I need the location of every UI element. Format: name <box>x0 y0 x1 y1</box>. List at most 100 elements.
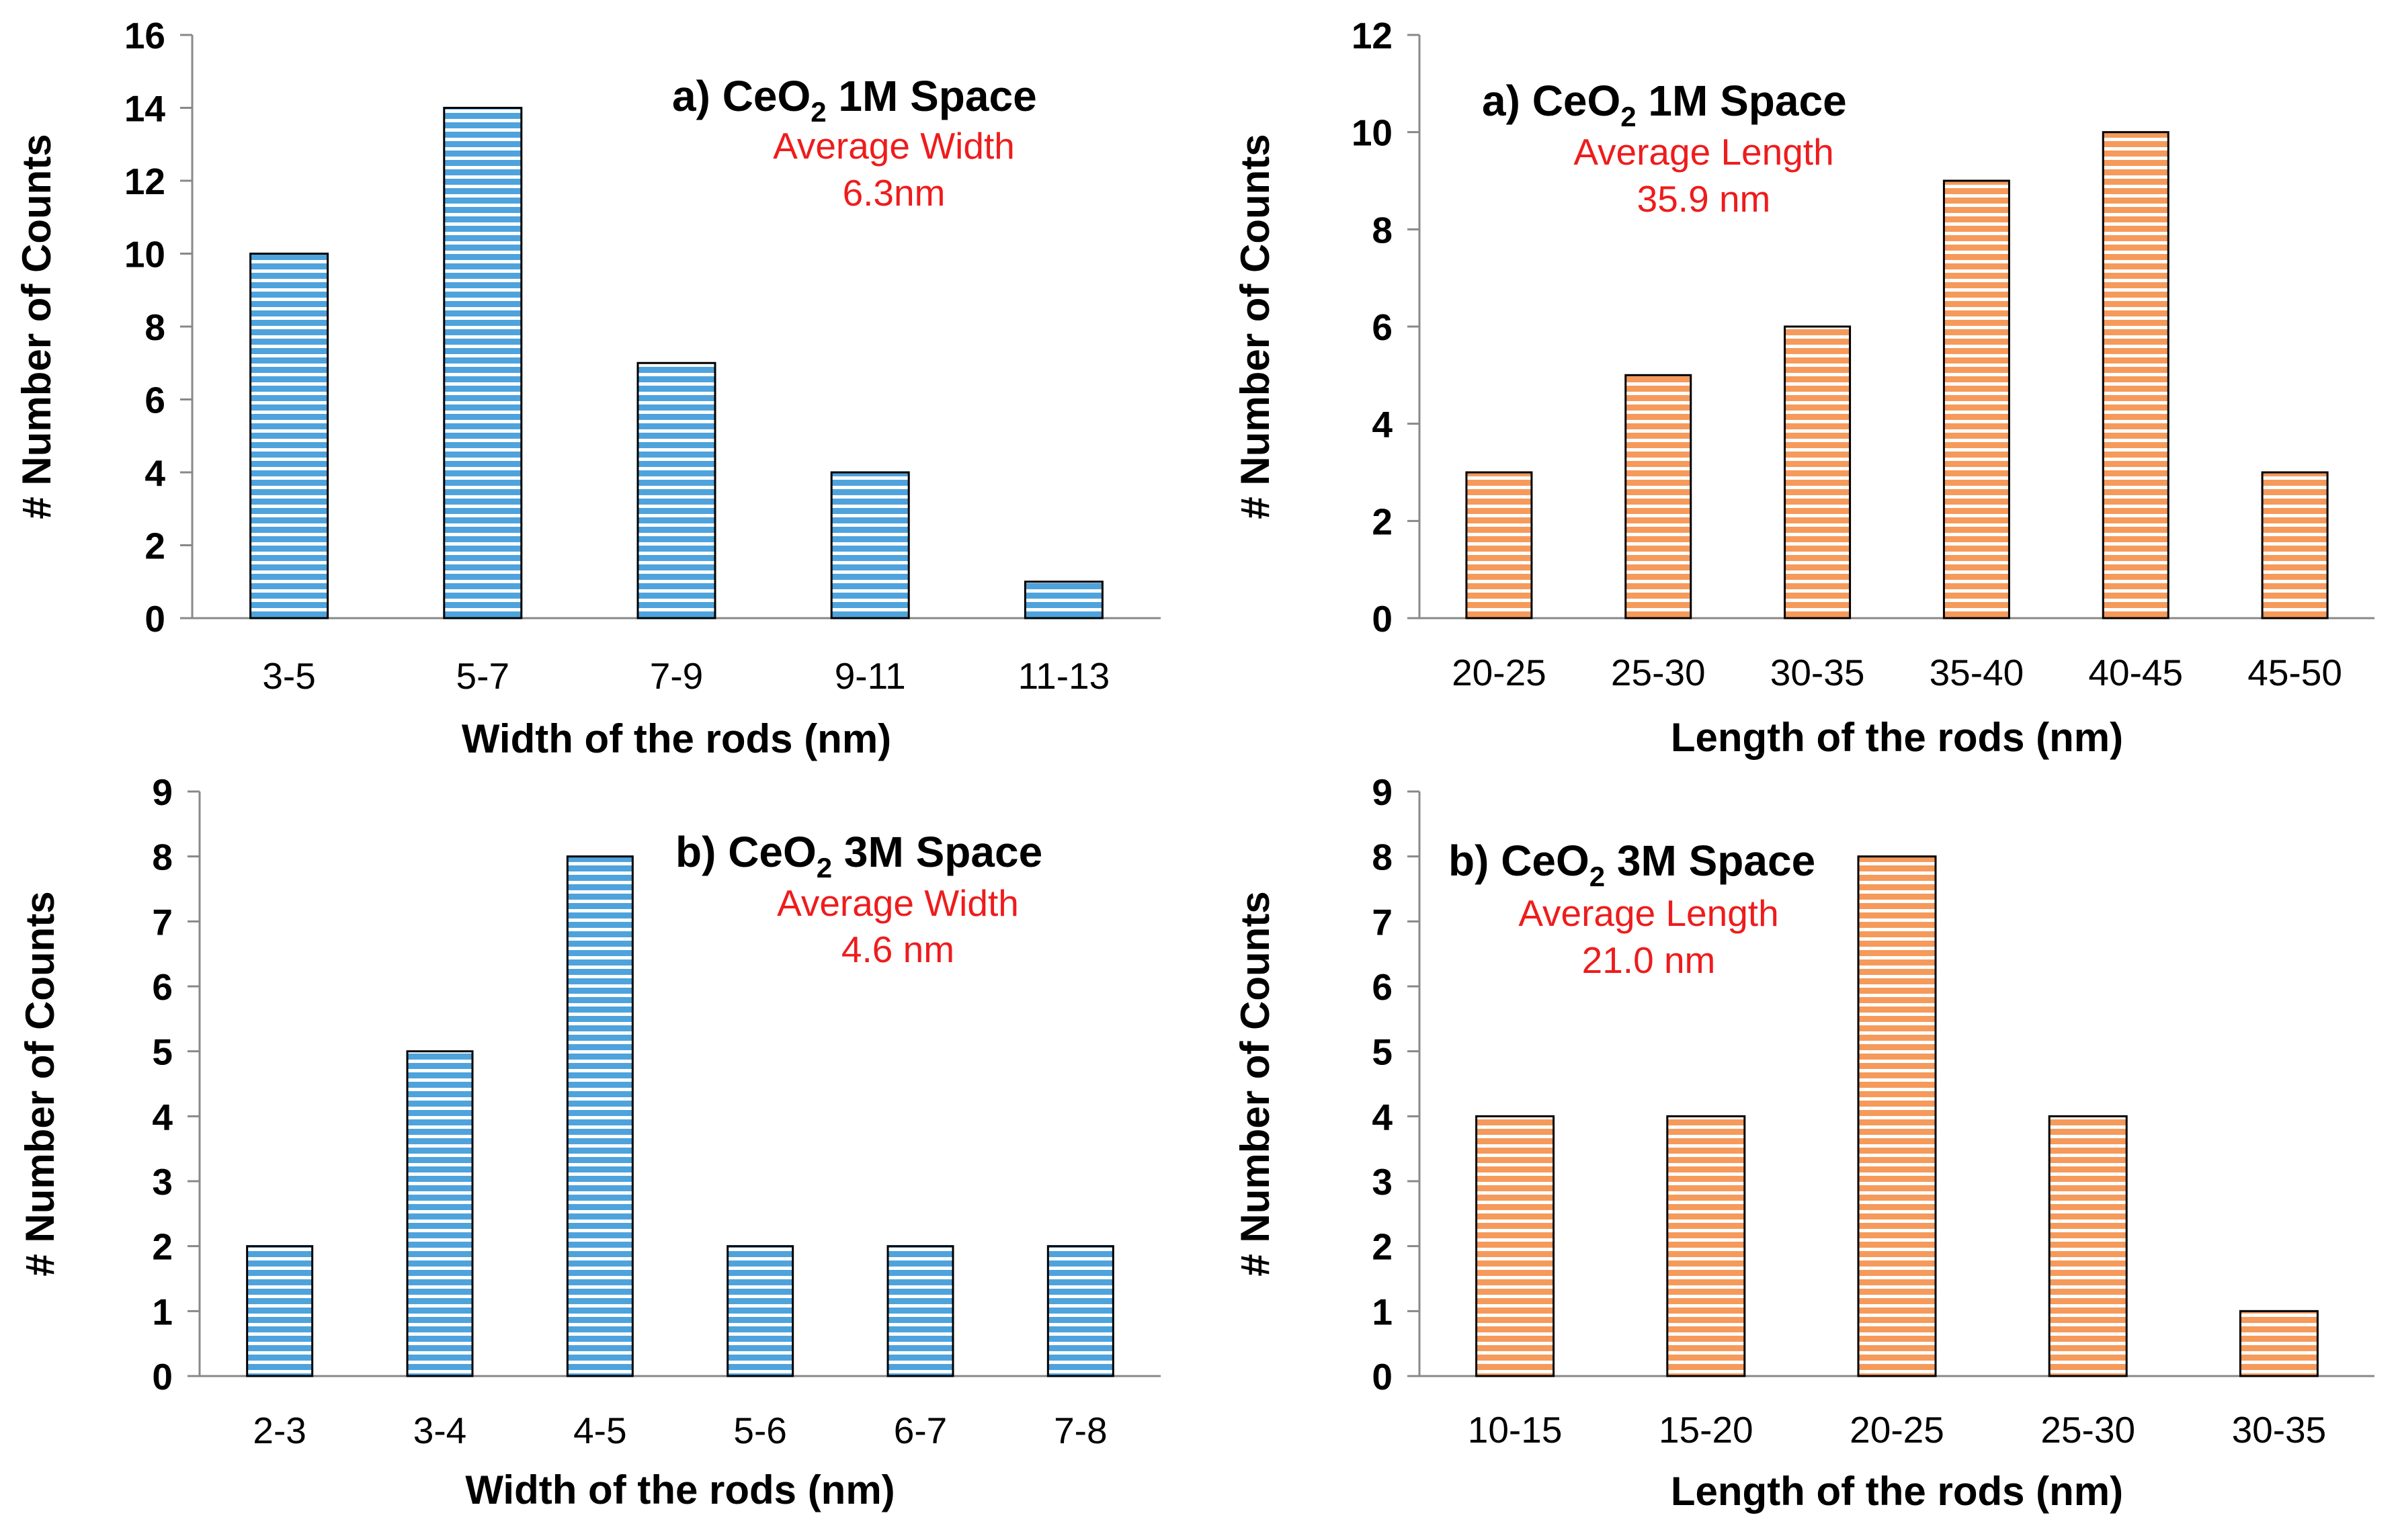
y-tick-label: 10 <box>1352 112 1393 154</box>
bar-7-9 <box>636 361 716 619</box>
x-tick-label: 6-7 <box>894 1410 948 1451</box>
bar-4-5 <box>566 855 634 1377</box>
chart-title: a) CeO2 1M Space <box>1482 77 1847 132</box>
bar-5-7 <box>443 107 523 619</box>
x-axis-title: Length of the rods (nm) <box>1671 715 2123 760</box>
y-tick-label: 2 <box>1372 1226 1393 1268</box>
chart-panel-top-left: 0 2 4 6 8 10 12 14 16 3-5 5-7 7-9 9-11 11-13 Width of … <box>14 15 1161 761</box>
x-tick-label: 30-35 <box>1770 652 1865 693</box>
y-tick-label: 2 <box>1372 501 1393 542</box>
annotation-value: 35.9 nm <box>1637 178 1771 220</box>
bar-15-20 <box>1666 1115 1746 1377</box>
y-tick-label: 14 <box>124 88 166 130</box>
x-tick-label: 20-25 <box>1452 652 1546 693</box>
chart-panel-bottom-right: 0 1 2 3 4 5 6 7 8 9 10-15 15-20 20-25 25-30 30-35 Lengt… <box>1233 771 2374 1514</box>
y-tick-label: 4 <box>1372 1096 1393 1138</box>
x-tick-label: 5-6 <box>733 1410 787 1451</box>
y-axis-title: # Number of Counts <box>1233 891 1278 1276</box>
y-axis-title: # Number of Counts <box>17 891 63 1276</box>
bar-20-25 <box>1857 855 1937 1377</box>
annotation-value: 21.0 nm <box>1582 939 1716 981</box>
y-tick-label: 2 <box>152 1226 173 1268</box>
bar-35-40 <box>1942 179 2010 619</box>
bar-30-35 <box>2239 1310 2319 1377</box>
x-axis-title: Length of the rods (nm) <box>1671 1469 2123 1514</box>
bar-2-3 <box>246 1245 314 1377</box>
y-tick-label: 4 <box>152 1096 173 1138</box>
bar-25-30 <box>1624 374 1692 619</box>
bar-5-6 <box>727 1245 794 1377</box>
y-tick-label: 9 <box>1372 771 1393 813</box>
x-tick-label: 7-9 <box>650 655 704 697</box>
x-tick-label: 9-11 <box>835 655 906 697</box>
y-axis-title: # Number of Counts <box>14 134 59 519</box>
annotation-label: Average Width <box>777 882 1019 924</box>
annotation-label: Average Length <box>1573 131 1833 173</box>
x-tick-label: 15-20 <box>1659 1409 1753 1451</box>
x-tick-label: 2-3 <box>253 1410 306 1451</box>
bar-3-5 <box>249 253 329 619</box>
y-tick-label: 4 <box>1372 404 1393 445</box>
bar-3-4 <box>406 1050 474 1377</box>
annotation-value: 6.3nm <box>843 172 946 214</box>
x-axis-title: Width of the rods (nm) <box>462 716 891 761</box>
bar-10-15 <box>1475 1115 1555 1377</box>
annotation-label: Average Length <box>1518 892 1778 934</box>
annotation-value: 4.6 nm <box>841 929 954 970</box>
y-tick-label: 4 <box>144 452 165 494</box>
y-tick-label: 7 <box>1372 901 1393 943</box>
y-tick-label: 5 <box>1372 1031 1393 1073</box>
bar-30-35 <box>1784 325 1852 619</box>
y-tick-label: 9 <box>152 771 173 813</box>
y-tick-label: 8 <box>1372 209 1393 251</box>
y-tick-label: 8 <box>144 306 165 348</box>
x-tick-label: 40-45 <box>2088 652 2183 693</box>
x-tick-label: 20-25 <box>1850 1409 1944 1451</box>
x-tick-label: 5-7 <box>456 655 510 697</box>
chart-title: a) CeO2 1M Space <box>672 72 1037 128</box>
bar-9-11 <box>830 471 910 619</box>
y-tick-label: 6 <box>1372 966 1393 1008</box>
y-tick-label: 0 <box>1372 1356 1393 1398</box>
y-tick-label: 8 <box>152 837 173 878</box>
x-tick-label: 35-40 <box>1930 652 2024 693</box>
bar-11-13 <box>1024 581 1104 619</box>
y-tick-label: 5 <box>152 1031 173 1073</box>
x-tick-label: 10-15 <box>1468 1409 1563 1451</box>
y-tick-label: 1 <box>1372 1291 1393 1332</box>
bar-7-8 <box>1046 1245 1114 1377</box>
y-tick-label: 0 <box>1372 598 1393 640</box>
y-tick-label: 6 <box>1372 306 1393 348</box>
chart-panel-top-right: 0 2 4 6 8 10 12 20-25 25-30 30-35 35-40 40-45 45-50 L… <box>1233 15 2374 760</box>
chart-title: b) CeO2 3M Space <box>675 828 1042 884</box>
bar-45-50 <box>2261 471 2329 619</box>
x-tick-label: 4-5 <box>573 1410 627 1451</box>
y-tick-label: 6 <box>144 380 165 421</box>
x-tick-label: 25-30 <box>1611 652 1706 693</box>
y-tick-label: 8 <box>1372 837 1393 878</box>
chart-panel-bottom-left: 0 1 2 3 4 5 6 7 8 9 2-3 3-4 4-5 5-6 6-7 7-8 Width of the… <box>17 771 1161 1512</box>
x-axis-title: Width of the rods (nm) <box>465 1467 895 1512</box>
bar-6-7 <box>886 1245 954 1377</box>
y-tick-label: 12 <box>1352 15 1393 56</box>
y-tick-label: 3 <box>152 1161 173 1203</box>
annotation-label: Average Width <box>773 125 1015 167</box>
bar-20-25 <box>1465 471 1533 619</box>
x-tick-label: 3-4 <box>413 1410 467 1451</box>
y-tick-label: 2 <box>144 525 165 567</box>
y-axis-title: # Number of Counts <box>1233 134 1278 519</box>
x-tick-label: 11-13 <box>1018 655 1110 697</box>
bar-25-30 <box>2048 1115 2128 1377</box>
x-tick-label: 25-30 <box>2040 1409 2135 1451</box>
x-tick-label: 7-8 <box>1054 1410 1108 1451</box>
y-tick-label: 0 <box>152 1356 173 1398</box>
y-tick-label: 12 <box>124 161 165 202</box>
x-tick-label: 30-35 <box>2232 1409 2327 1451</box>
x-tick-label: 3-5 <box>262 655 316 697</box>
y-tick-label: 7 <box>152 901 173 943</box>
y-tick-label: 6 <box>152 966 173 1008</box>
bar-40-45 <box>2102 131 2169 619</box>
y-tick-label: 10 <box>124 234 165 275</box>
y-tick-label: 0 <box>144 598 165 640</box>
